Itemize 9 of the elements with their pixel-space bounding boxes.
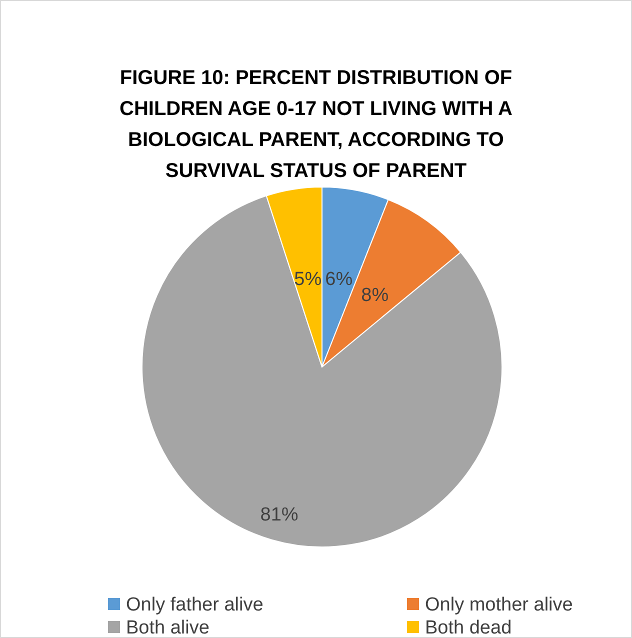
data-label: 81% [260,504,298,526]
legend-label: Both alive [126,618,210,638]
legend-label: Both dead [425,618,512,638]
legend-label: Only mother alive [425,594,573,616]
chart-title: FIGURE 10: PERCENT DISTRIBUTION OF CHILDREN AGE 0-17 NOT LIVING WITH A BIOLOGICAL PARENT, ACCORDING TO SURVIVAL STATUS OF PARENT [120,67,512,182]
data-label: 5% [294,268,322,290]
data-label: 8% [361,284,389,306]
legend-label: Only father alive [126,594,264,616]
data-label: 6% [325,269,353,290]
